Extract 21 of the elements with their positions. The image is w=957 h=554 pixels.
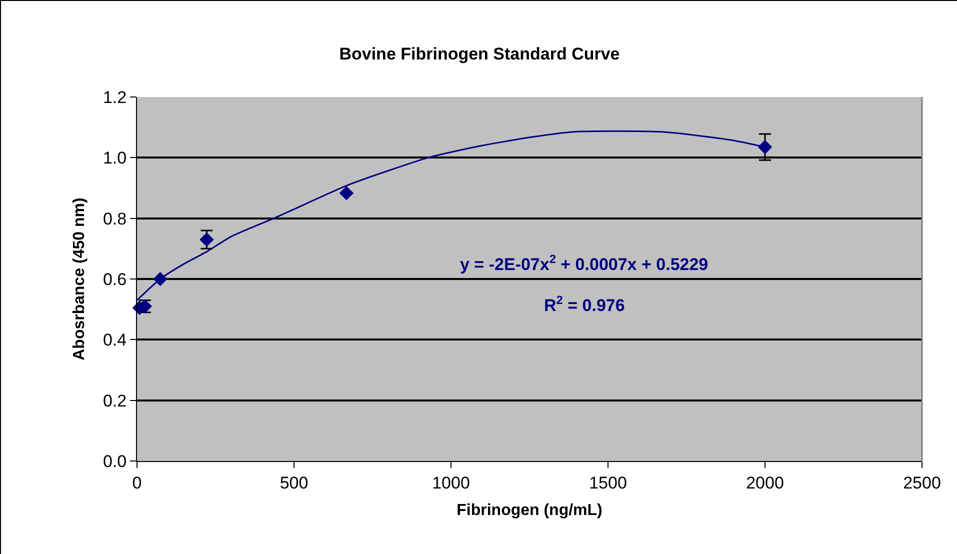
x-tick-label: 2000: [746, 473, 784, 492]
y-tick-label: 0.0: [102, 452, 127, 471]
point: [153, 272, 168, 286]
x-tick-label: 1500: [589, 473, 627, 492]
y-tick-label: 0.6: [102, 270, 127, 289]
y-axis-title: Abosrbance (450 nm): [70, 198, 88, 360]
y-tick-label: 1.2: [102, 88, 127, 107]
annotation: R$^{2}$ = 0.976: [544, 293, 625, 316]
annotation: y = -2E-07x$^{2}$ + 0.0007x + 0.5229: [460, 252, 708, 274]
x-tick-label: 1000: [432, 473, 470, 492]
y-tick-label: 0.2: [102, 391, 127, 410]
y-tick-label: 1.0: [102, 148, 127, 168]
y-tick-label: 0.4: [102, 330, 127, 350]
y-tick-label: 0.8: [102, 209, 127, 228]
x-tick-label: 500: [280, 473, 308, 492]
x-tick-label: 2500: [903, 473, 941, 492]
x-tick-label: 0: [132, 473, 142, 492]
point: [758, 140, 772, 154]
chart-title: Bovine Fibrinogen Standard Curve: [339, 44, 620, 64]
point: [339, 186, 354, 200]
x-axis-title: Fibrinogen (ng/mL): [456, 502, 602, 520]
